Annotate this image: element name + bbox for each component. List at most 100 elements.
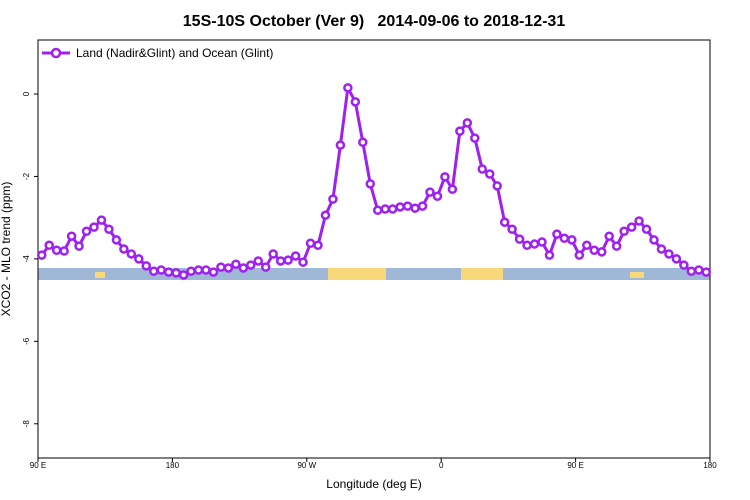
data-point xyxy=(156,265,166,275)
data-point xyxy=(74,241,84,251)
land-strip xyxy=(95,272,105,278)
data-point xyxy=(402,201,413,211)
data-point xyxy=(126,249,137,259)
data-point xyxy=(686,266,697,277)
data-point xyxy=(148,266,159,277)
data-point xyxy=(372,205,383,216)
y-tick-label: -2 xyxy=(22,172,31,180)
data-point xyxy=(559,233,570,244)
plot-frame xyxy=(37,39,711,459)
data-point xyxy=(268,249,278,259)
data-point xyxy=(186,266,196,277)
data-point xyxy=(671,254,682,264)
x-tick-label: 90 E xyxy=(567,461,583,470)
data-point xyxy=(589,245,600,255)
data-point xyxy=(298,257,308,267)
y-tick-label: -4 xyxy=(22,255,31,263)
data-point xyxy=(178,270,189,280)
data-point xyxy=(567,235,577,245)
data-point xyxy=(343,83,353,93)
data-point xyxy=(626,222,637,232)
legend: Land (Nadir&Glint) and Ocean (Glint) xyxy=(42,46,273,60)
data-point xyxy=(611,241,622,251)
x-tick-label: 90 E xyxy=(30,461,46,470)
data-point xyxy=(395,202,405,212)
data-point xyxy=(171,268,181,278)
data-point xyxy=(350,97,361,107)
data-point xyxy=(238,263,249,273)
data-point xyxy=(134,254,144,264)
y-tick-label: -8 xyxy=(22,420,31,428)
data-point xyxy=(537,237,547,247)
data-point xyxy=(582,240,592,251)
data-point xyxy=(328,194,338,204)
data-point xyxy=(649,235,659,245)
data-point xyxy=(470,133,480,143)
x-axis-label: Longitude (deg E) xyxy=(326,477,421,491)
data-point xyxy=(544,250,555,260)
data-point xyxy=(484,169,495,179)
data-point xyxy=(641,224,652,234)
data-point xyxy=(447,184,458,194)
data-point xyxy=(216,262,226,272)
data-point xyxy=(455,126,465,136)
data-point xyxy=(246,260,256,270)
data-point xyxy=(59,246,69,256)
data-point xyxy=(604,231,614,241)
data-point xyxy=(313,240,323,251)
legend-marker xyxy=(50,47,62,59)
legend-label: Land (Nadir&Glint) and Ocean (Glint) xyxy=(76,46,273,60)
data-point xyxy=(275,256,286,266)
data-point xyxy=(596,247,607,257)
data-point xyxy=(81,226,92,237)
data-point xyxy=(634,216,644,226)
data-point xyxy=(432,191,443,201)
data-point xyxy=(507,224,517,234)
data-point xyxy=(283,255,293,265)
data-point xyxy=(51,245,62,255)
chart-title: 15S-10S October (Ver 9) 2014-09-06 to 20… xyxy=(183,13,566,30)
data-point xyxy=(410,203,420,213)
data-point xyxy=(477,164,488,174)
data-point xyxy=(253,256,264,266)
data-point xyxy=(514,234,525,244)
data-point xyxy=(462,118,473,128)
data-point xyxy=(387,204,398,214)
data-point xyxy=(320,210,331,220)
data-point xyxy=(231,259,241,270)
data-point xyxy=(425,187,435,197)
y-axis-label: XCO2 - MLO trend (ppm) xyxy=(0,182,13,317)
data-point xyxy=(104,224,114,234)
x-tick-label: 90 W xyxy=(297,461,316,470)
data-point xyxy=(574,250,585,260)
data-point xyxy=(365,179,376,189)
data-point xyxy=(223,263,234,273)
data-point xyxy=(260,262,271,272)
data-point xyxy=(417,201,428,211)
data-point xyxy=(664,249,674,259)
x-tick-label: 180 xyxy=(703,461,717,470)
data-point xyxy=(36,250,47,260)
data-point xyxy=(141,261,152,271)
land-strip xyxy=(328,268,386,280)
data-point xyxy=(499,217,510,227)
y-tick-label: -6 xyxy=(22,337,31,345)
data-point xyxy=(694,265,704,275)
data-point xyxy=(380,204,390,214)
data-point xyxy=(656,244,667,254)
data-point xyxy=(193,265,204,275)
data-point xyxy=(163,267,174,277)
data-point xyxy=(619,226,629,237)
data-point xyxy=(701,267,712,277)
data-point xyxy=(305,238,316,248)
x-tick-label: 180 xyxy=(166,461,180,470)
data-point xyxy=(66,231,77,241)
data-point xyxy=(290,251,301,261)
data-point xyxy=(208,267,219,277)
data-point xyxy=(552,229,562,239)
data-point xyxy=(96,215,107,225)
data-point xyxy=(119,244,129,254)
data-point xyxy=(335,140,346,150)
data-point xyxy=(492,181,502,191)
